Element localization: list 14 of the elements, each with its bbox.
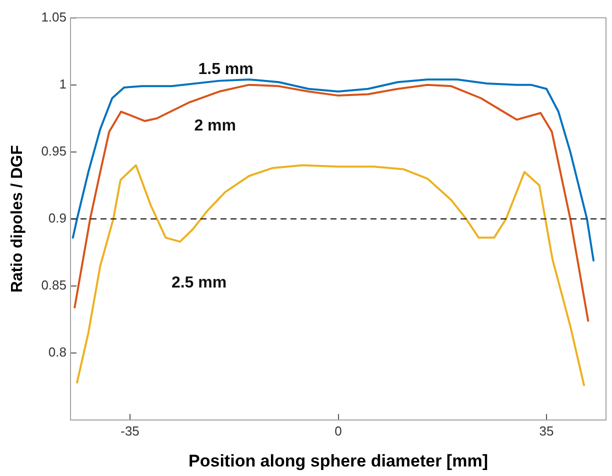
y-tick-label: 0.85 — [41, 278, 66, 293]
y-tick-label: 0.9 — [48, 210, 66, 226]
series-label: 2 mm — [194, 117, 236, 134]
x-tick-label: -35 — [120, 423, 140, 438]
y-tick-label: 0.95 — [41, 143, 66, 158]
x-axis-title: Position along sphere diameter [mm] — [188, 451, 488, 470]
text: 2.5 mm — [171, 274, 227, 292]
y-axis-title: Ratio dipoles / DGF — [9, 144, 26, 293]
y-tick-label: 0.8 — [48, 344, 66, 360]
series-label: 1.5 mm — [198, 61, 254, 78]
x-tick-label: 0 — [334, 423, 342, 438]
x-tick-label: 35 — [539, 423, 554, 438]
y-tick-label: 1 — [59, 76, 66, 92]
y-tick-label: 1.05 — [41, 9, 66, 24]
